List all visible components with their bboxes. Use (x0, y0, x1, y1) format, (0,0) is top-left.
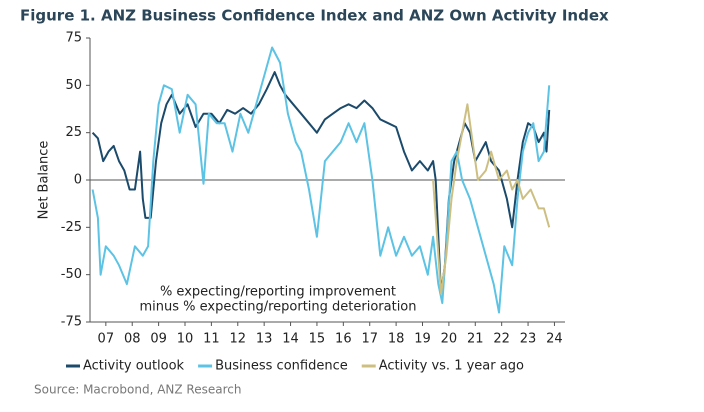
y-tick-label: 0 (74, 173, 82, 188)
x-tick-label: 12 (230, 332, 247, 347)
x-tick-label: 19 (414, 332, 431, 347)
x-tick-label: 10 (177, 332, 194, 347)
annotation: minus % expecting/reporting deterioratio… (140, 300, 417, 315)
x-tick-label: 16 (335, 332, 352, 347)
y-axis-label: Net Balance (37, 141, 52, 220)
y-tick-label: 50 (65, 78, 82, 93)
y-tick-label: -75 (61, 315, 82, 330)
y-tick-label: -50 (61, 267, 82, 282)
x-tick-label: 24 (546, 332, 563, 347)
source: Source: Macrobond, ANZ Research (34, 383, 241, 397)
x-tick-label: 21 (467, 332, 484, 347)
y-tick-label: 75 (65, 31, 82, 46)
legend-label: Activity outlook (83, 359, 185, 374)
chart-title: Figure 1. ANZ Business Confidence Index … (20, 7, 609, 25)
x-tick-label: 13 (256, 332, 273, 347)
x-tick-label: 17 (361, 332, 378, 347)
x-tick-label: 09 (150, 332, 167, 347)
y-tick-label: -25 (61, 220, 82, 235)
legend-label: Activity vs. 1 year ago (379, 359, 524, 374)
series-line (91, 71, 551, 295)
x-tick-label: 11 (203, 332, 220, 347)
legend-label: Business confidence (215, 359, 348, 374)
annotation: % expecting/reporting improvement (160, 285, 396, 300)
x-tick-label: 18 (388, 332, 405, 347)
series-line (91, 46, 551, 314)
x-tick-label: 07 (98, 332, 115, 347)
series-line (432, 103, 551, 295)
x-tick-label: 20 (441, 332, 458, 347)
x-tick-label: 15 (309, 332, 326, 347)
x-tick-label: 14 (282, 332, 299, 347)
x-tick-label: 23 (520, 332, 537, 347)
x-tick-label: 22 (493, 332, 510, 347)
y-tick-label: 25 (65, 125, 82, 140)
x-tick-label: 08 (124, 332, 141, 347)
